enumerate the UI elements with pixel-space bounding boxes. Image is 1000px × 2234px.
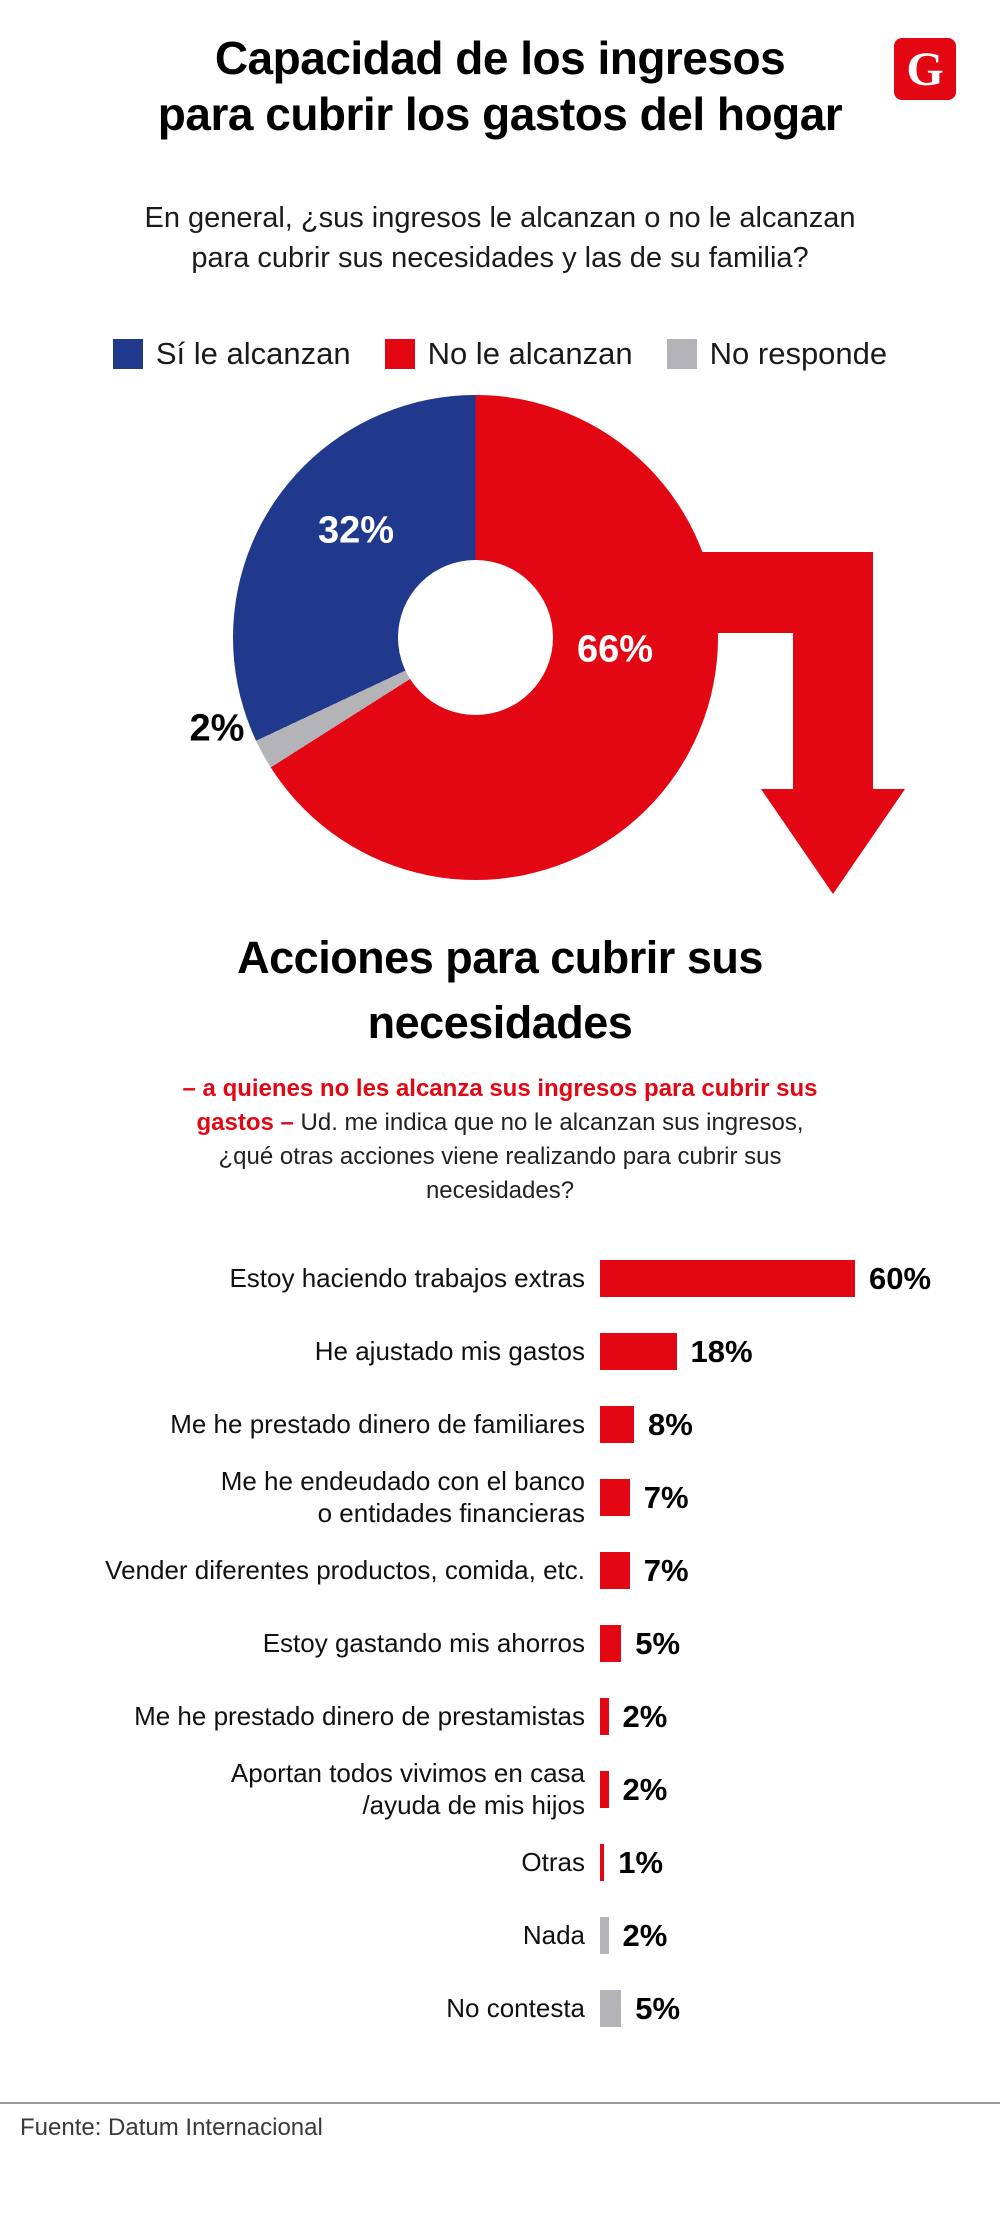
bar-value: 2% xyxy=(622,1771,668,1807)
bar-value: 5% xyxy=(635,1990,681,2026)
bar-value: 5% xyxy=(635,1625,681,1661)
bar-row: Nada 2% xyxy=(0,1899,1000,1972)
survey-question: En general, ¿sus ingresos le alcanzan o … xyxy=(144,202,856,275)
gestion-logo-letter: G xyxy=(906,42,944,96)
bar-value: 7% xyxy=(643,1479,689,1515)
legend-swatch-blue xyxy=(112,339,143,369)
legend-label: Sí le alcanzan xyxy=(155,336,351,371)
bar-row: No contesta 5% xyxy=(0,1972,1000,2045)
legend-label: No responde xyxy=(709,336,888,371)
legend: Sí le alcanzan No le alcanzan No respond… xyxy=(0,336,1000,372)
bar xyxy=(600,1990,622,2027)
bar-value: 18% xyxy=(690,1333,753,1369)
source-text: Fuente: Datum Internacional xyxy=(20,2114,323,2141)
bar-row: Otras 1% xyxy=(0,1826,1000,1899)
bar-label: Otras xyxy=(521,1846,585,1877)
bar xyxy=(600,1771,609,1808)
footer-divider xyxy=(0,2102,1000,2104)
donut xyxy=(233,395,718,880)
legend-swatch-gray xyxy=(666,339,697,369)
bar-label: No contesta xyxy=(446,1992,585,2023)
bar-row: Estoy gastando mis ahorros 5% xyxy=(0,1607,1000,1680)
bar xyxy=(600,1552,630,1589)
bar-value: 1% xyxy=(618,1844,664,1880)
bar-label: Vender diferentes productos, comida, etc… xyxy=(105,1554,585,1585)
bar-value: 7% xyxy=(643,1552,689,1588)
section-title: Acciones para cubrir sus necesidades xyxy=(237,932,763,1049)
intro-text: – a quienes no les alcanza sus ingresos … xyxy=(170,1072,830,1208)
donut-label-no-le-alcanzan: 66% xyxy=(576,628,654,671)
bar-row: Vender diferentes productos, comida, etc… xyxy=(0,1534,1000,1607)
bar-row: Me he prestado dinero de familiares 8% xyxy=(0,1388,1000,1461)
bar xyxy=(600,1333,677,1370)
bar-row: Aportan todos vivimos en casa /ayuda de … xyxy=(0,1753,1000,1826)
bar-value: 2% xyxy=(622,1698,668,1734)
legend-item-si-le-alcanzan: Sí le alcanzan xyxy=(112,336,351,372)
legend-item-no-le-alcanzan: No le alcanzan xyxy=(384,336,633,372)
intro-text-red: – a quienes no les alcanza sus ingresos … xyxy=(182,1075,818,1137)
bar xyxy=(600,1406,634,1443)
legend-label: No le alcanzan xyxy=(427,336,633,371)
bar-value: 60% xyxy=(869,1260,932,1296)
donut-label-si-le-alcanzan: 32% xyxy=(317,509,395,552)
down-arrow-icon xyxy=(660,552,905,894)
bar-row: Me he prestado dinero de prestamistas 2% xyxy=(0,1680,1000,1753)
bar-label: Me he endeudado con el banco o entidades… xyxy=(220,1466,585,1528)
bar-label: Estoy haciendo trabajos extras xyxy=(229,1262,585,1293)
bar xyxy=(600,1917,609,1954)
bar-label: He ajustado mis gastos xyxy=(314,1335,585,1366)
bar-label: Me he prestado dinero de familiares xyxy=(170,1408,585,1439)
bar-value: 2% xyxy=(622,1917,668,1953)
bar xyxy=(600,1844,605,1881)
bar xyxy=(600,1625,622,1662)
bar-row: Me he endeudado con el banco o entidades… xyxy=(0,1461,1000,1534)
donut-label-no-responde: 2% xyxy=(189,707,245,750)
page-title: Capacidad de los ingresos para cubrir lo… xyxy=(157,32,843,141)
bar xyxy=(600,1698,609,1735)
bar xyxy=(600,1260,855,1297)
bar-label: Me he prestado dinero de prestamistas xyxy=(134,1700,585,1731)
bar-label: Nada xyxy=(522,1919,585,1950)
legend-item-no-responde: No responde xyxy=(666,336,888,372)
bar-chart: Estoy haciendo trabajos extras 60% He ajus… xyxy=(0,1242,1000,2045)
gestion-logo: G xyxy=(894,38,956,100)
bar-label: Aportan todos vivimos en casa /ayuda de … xyxy=(230,1758,585,1820)
bar-row: Estoy haciendo trabajos extras 60% xyxy=(0,1242,1000,1315)
intro-text-rest: Ud. me indica que no le alcanzan sus ing… xyxy=(218,1109,804,1205)
bar xyxy=(600,1479,630,1516)
bar-row: He ajustado mis gastos 18% xyxy=(0,1315,1000,1388)
bar-value: 8% xyxy=(648,1406,693,1442)
legend-swatch-red xyxy=(384,339,415,369)
bar-label: Estoy gastando mis ahorros xyxy=(262,1627,585,1658)
